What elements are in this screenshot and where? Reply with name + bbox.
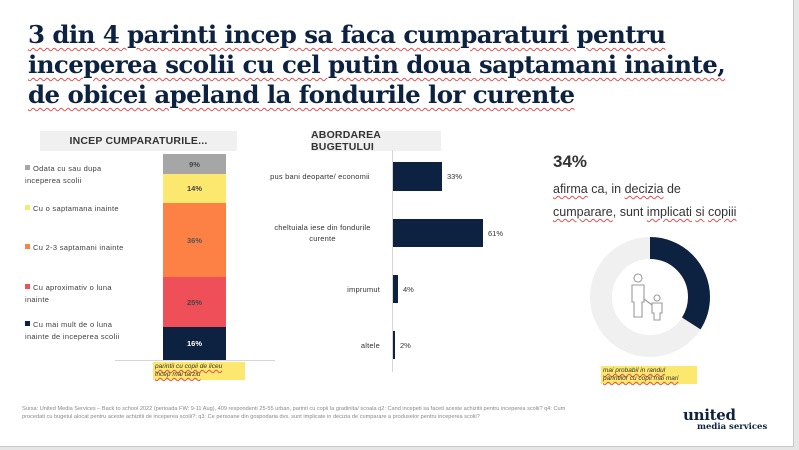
source-note: Sursa: United Media Services – Back to s… xyxy=(22,406,566,420)
segment-2-3-weeks: 36% xyxy=(163,203,226,277)
title-line-1: 3 din 4 parinti incep sa faca cumparatur… xyxy=(28,20,666,49)
highschool-note: parintii cu copii de liceu incep mai tar… xyxy=(153,362,245,380)
budget-value-current-funds: 61% xyxy=(488,229,504,238)
segment-one-week: 14% xyxy=(163,174,226,203)
legend-swatch-navy xyxy=(25,321,30,326)
legend-item-2-3-weeks: Cu 2-3 saptamani inainte xyxy=(25,242,125,254)
kids-involved-donut xyxy=(590,237,710,357)
slide-title: 3 din 4 parinti incep sa faca cumparatur… xyxy=(28,20,726,110)
older-kids-note: mai probabil in randul parintilor cu cop… xyxy=(601,366,697,384)
budget-label-savings: pus bani deoparte/ economii xyxy=(270,172,370,181)
budget-bar-other xyxy=(393,331,395,359)
budget-value-loan: 4% xyxy=(403,285,414,294)
kids-involved-pct: 34% xyxy=(553,152,588,171)
legend-swatch-grey xyxy=(25,165,30,170)
title-line-3: de obicei apeland la fondurile lor curen… xyxy=(28,80,575,109)
legend-item-one-week: Cu o saptamana inainte xyxy=(25,203,125,215)
legend-item-one-month: Cu aproximativ o luna inainte xyxy=(25,283,112,304)
legend-item-over-month: Cu mai mult de o luna inainte de inceper… xyxy=(25,320,120,341)
budget-label-loan: imprumut xyxy=(347,285,380,294)
legend-swatch-yellow xyxy=(25,205,30,210)
segment-one-month: 25% xyxy=(163,277,226,327)
donut-value-arc xyxy=(590,237,710,357)
budget-header: ABORDAREA BUGETULUI xyxy=(311,129,441,153)
budget-bar-current-funds xyxy=(393,219,483,247)
segment-after-start: 9% xyxy=(163,154,226,174)
start-shopping-header: INCEP CUMPARATURILE... xyxy=(40,131,237,151)
budget-bar-savings xyxy=(393,162,442,191)
budget-axis xyxy=(392,150,393,372)
budget-value-other: 2% xyxy=(400,341,411,350)
title-line-2: inceperea scolii cu cel putin doua sapta… xyxy=(28,50,726,79)
legend-swatch-orange xyxy=(25,244,30,249)
parent-child-icon xyxy=(631,273,663,321)
budget-label-current-funds: cheltuiala iese din fondurile curente xyxy=(274,223,371,243)
united-media-services-logo: united media services xyxy=(683,406,768,433)
segment-over-month: 16% xyxy=(163,327,226,360)
stacked-baseline xyxy=(115,360,275,361)
budget-bar-loan xyxy=(393,275,398,303)
legend-swatch-red xyxy=(25,284,30,289)
budget-label-other: altele xyxy=(360,341,380,350)
legend-item-after-start: Odata cu sau dupa inceperea scolii xyxy=(25,164,102,185)
budget-value-savings: 33% xyxy=(447,172,463,181)
kids-involved-text: afirma ca, in decizia de cumparare, sunt… xyxy=(553,182,737,219)
